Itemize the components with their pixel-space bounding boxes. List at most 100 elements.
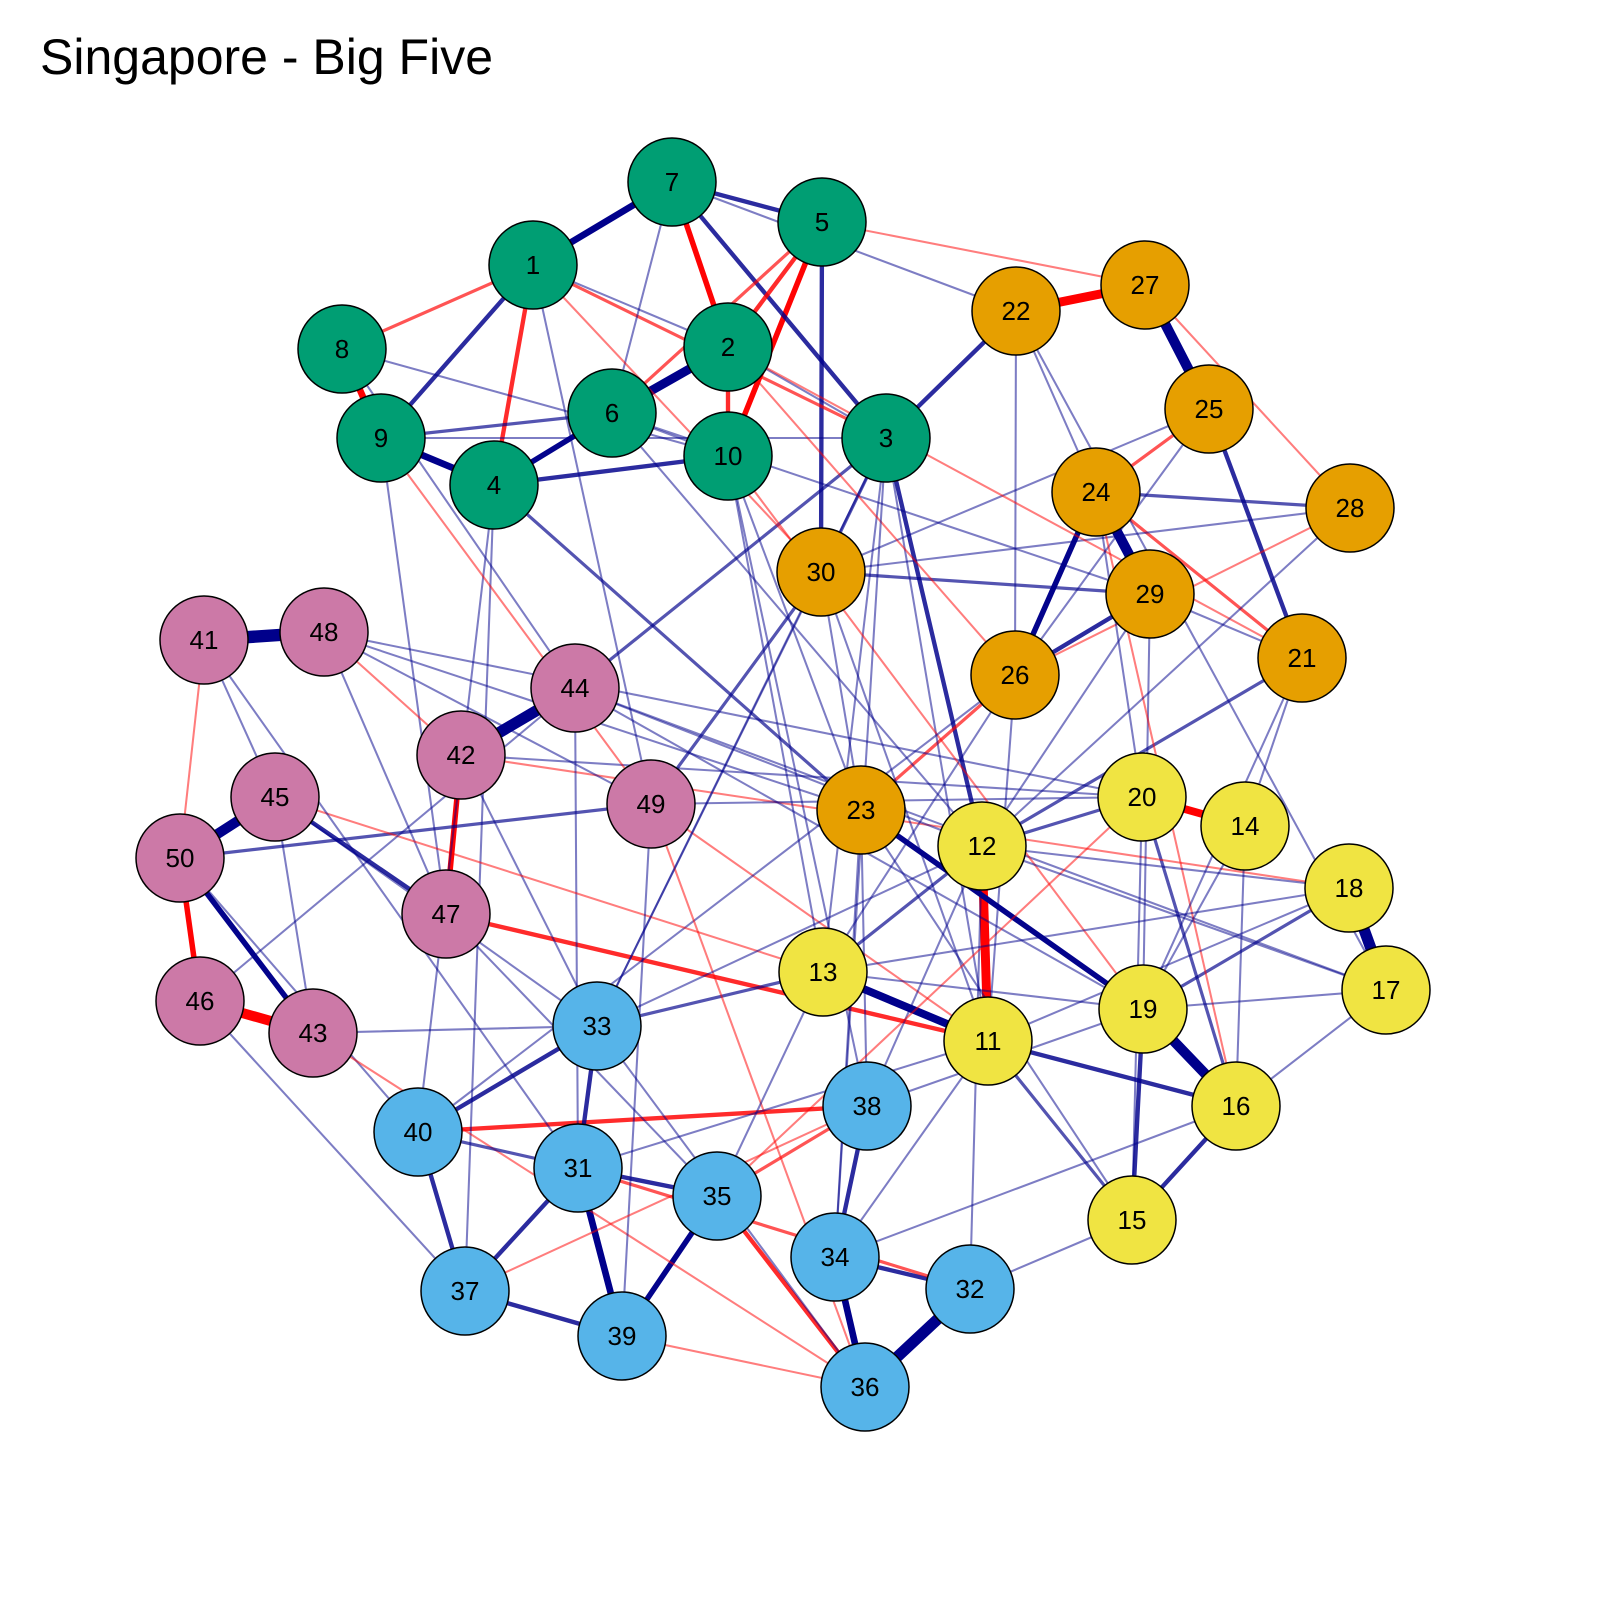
edge-48-20	[322, 630, 1144, 799]
node-circle	[822, 1061, 912, 1151]
node-circle	[1304, 843, 1394, 933]
node-label: 8	[335, 334, 349, 364]
node-19: 19	[1098, 964, 1188, 1054]
node-label: 6	[605, 398, 619, 428]
edge-2-26	[726, 345, 1017, 677]
edge-14-16	[1234, 824, 1247, 1108]
node-21: 21	[1257, 613, 1347, 703]
node-label: 47	[432, 899, 461, 929]
node-3: 3	[841, 393, 931, 483]
node-circle	[937, 801, 1027, 891]
node-label: 25	[1195, 394, 1224, 424]
node-label: 9	[374, 423, 388, 453]
node-label: 22	[1002, 296, 1031, 326]
edge-13-19	[821, 970, 1145, 1011]
node-12: 12	[937, 801, 1027, 891]
node-23: 23	[816, 765, 906, 855]
node-circle	[567, 368, 657, 458]
node-label: 31	[564, 1153, 593, 1183]
node-label: 29	[1136, 579, 1165, 609]
node-circle	[135, 813, 225, 903]
edge-38-12	[865, 844, 984, 1108]
node-46: 46	[155, 956, 245, 1046]
node-circle	[925, 1244, 1015, 1334]
edge-47-11	[443, 911, 991, 1044]
node-circle	[943, 996, 1033, 1086]
node-circle	[672, 1151, 762, 1241]
node-label: 12	[968, 831, 997, 861]
node-label: 13	[809, 957, 838, 987]
node-label: 14	[1231, 811, 1260, 841]
node-label: 23	[847, 795, 876, 825]
edge-25-26	[1013, 407, 1211, 677]
node-circle	[970, 630, 1060, 720]
edge-13-18	[821, 886, 1351, 974]
node-circle	[230, 752, 320, 842]
node-20: 20	[1097, 752, 1187, 842]
node-circle	[778, 927, 868, 1017]
node-32: 32	[925, 1244, 1015, 1334]
edge-7-3	[669, 179, 889, 441]
edge-30-29	[819, 570, 1152, 596]
node-7: 7	[627, 137, 717, 227]
node-circle	[1100, 240, 1190, 330]
node-label: 38	[853, 1091, 882, 1121]
edge-9-47	[379, 436, 448, 916]
node-label: 40	[404, 1117, 433, 1147]
edge-46-44	[198, 686, 577, 1003]
node-48: 48	[279, 587, 369, 677]
node-circle	[159, 595, 249, 685]
node-label: 21	[1288, 643, 1317, 673]
node-label: 35	[703, 1181, 732, 1211]
edge-12-18	[980, 844, 1351, 890]
node-16: 16	[1191, 1061, 1281, 1151]
node-circle	[1257, 613, 1347, 703]
node-label: 32	[956, 1274, 985, 1304]
node-circle	[1341, 945, 1431, 1035]
node-circle	[1097, 752, 1187, 842]
node-label: 27	[1131, 270, 1160, 300]
node-label: 15	[1118, 1205, 1147, 1235]
node-circle	[790, 1212, 880, 1302]
node-39: 39	[577, 1291, 667, 1381]
node-49: 49	[606, 759, 696, 849]
node-label: 1	[526, 250, 540, 280]
edge-46-37	[198, 999, 467, 1293]
node-label: 48	[310, 617, 339, 647]
edge-22-26	[1013, 309, 1018, 677]
node-circle	[416, 710, 506, 800]
node-label: 45	[261, 782, 290, 812]
node-circle	[776, 527, 866, 617]
node-13: 13	[778, 927, 868, 1017]
node-label: 26	[1001, 660, 1030, 690]
node-label: 46	[186, 986, 215, 1016]
edge-4-40	[416, 483, 496, 1134]
node-circle	[1200, 781, 1290, 871]
edge-44-12	[573, 686, 984, 848]
node-31: 31	[533, 1123, 623, 1213]
node-circle	[777, 177, 867, 267]
graph-title: Singapore - Big Five	[40, 29, 494, 85]
edge-42-18	[459, 753, 1351, 890]
node-circle	[373, 1087, 463, 1177]
node-layer: 1234567891011121314151617181920212223242…	[135, 137, 1431, 1432]
node-10: 10	[683, 411, 773, 501]
edge-20-16	[1140, 795, 1238, 1108]
node-label: 50	[166, 843, 195, 873]
node-circle	[971, 266, 1061, 356]
node-9: 9	[336, 393, 426, 483]
node-circle	[401, 869, 491, 959]
edge-1-49	[531, 263, 653, 806]
node-44: 44	[530, 643, 620, 733]
node-26: 26	[970, 630, 1060, 720]
edge-3-13	[821, 436, 888, 974]
node-45: 45	[230, 752, 320, 842]
node-33: 33	[552, 981, 642, 1071]
node-circle	[606, 759, 696, 849]
node-circle	[488, 220, 578, 310]
node-25: 25	[1164, 364, 1254, 454]
edge-26-40	[416, 673, 1017, 1134]
node-2: 2	[683, 302, 773, 392]
edge-44-31	[573, 686, 580, 1170]
edge-33-12	[595, 844, 984, 1028]
